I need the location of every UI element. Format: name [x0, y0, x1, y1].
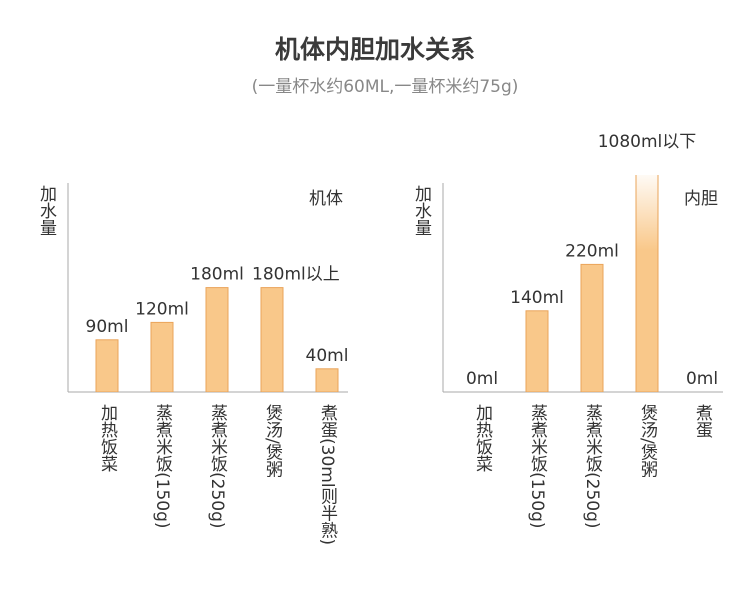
chart-label: 内胆 — [684, 189, 718, 209]
bar — [205, 287, 229, 392]
value-label: 140ml — [510, 288, 564, 308]
value-label: 1080ml以下 — [598, 132, 697, 152]
bar — [95, 339, 119, 392]
x-tick-label: 煲汤/煲粥 — [637, 404, 658, 479]
x-tick-label: 煮蛋(30ml则半熟) — [317, 404, 338, 545]
value-label: 0ml — [686, 369, 718, 389]
value-label: 120ml — [135, 299, 189, 319]
value-label: 220ml — [565, 241, 619, 261]
x-tick-label: 煮蛋 — [692, 404, 713, 439]
x-tick-label: 蒸煮米饭(150g) — [152, 404, 173, 529]
x-tick-label: 加热饭菜 — [97, 404, 118, 472]
value-label: 180ml — [190, 265, 244, 285]
bars — [525, 175, 659, 392]
bar — [580, 263, 604, 392]
x-tick-label: 蒸煮米饭(150g) — [527, 404, 548, 529]
bars — [95, 287, 339, 392]
y-axis-label: 加水量 — [36, 185, 57, 236]
value-label: 40ml — [306, 346, 349, 366]
x-tick-label: 加热饭菜 — [472, 404, 493, 472]
chart-label: 机体 — [309, 189, 343, 209]
subtitle: (一量杯水约60ML,一量杯米约75g) — [252, 77, 519, 97]
bar — [635, 175, 659, 392]
title: 机体内胆加水关系 — [275, 35, 475, 64]
bar — [525, 310, 549, 392]
value-label: 90ml — [86, 317, 129, 337]
bar — [150, 321, 174, 392]
y-axis-label: 加水量 — [411, 185, 432, 236]
value-label: 0ml — [466, 369, 498, 389]
x-tick-label: 蒸煮米饭(250g) — [582, 404, 603, 529]
value-label: 180ml以上 — [252, 265, 340, 285]
x-tick-label: 蒸煮米饭(250g) — [207, 404, 228, 529]
x-tick-label: 煲汤/煲粥 — [262, 404, 283, 479]
bar — [260, 287, 284, 392]
bar — [315, 368, 339, 392]
